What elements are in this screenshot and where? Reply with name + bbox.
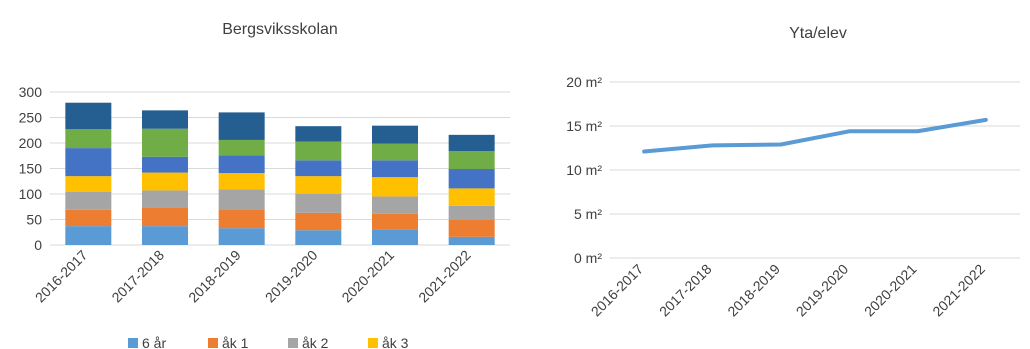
bar-x-tick-label: 2018-2019 bbox=[185, 247, 244, 306]
bar-segment-3-2 bbox=[295, 194, 342, 213]
line-y-tick-label: 5 m² bbox=[574, 206, 602, 222]
bar-segment-4-1 bbox=[372, 213, 418, 230]
line-y-tick-label: 10 m² bbox=[566, 162, 602, 178]
bar-segment-3-4 bbox=[295, 160, 342, 177]
bar-segment-4-4 bbox=[372, 160, 418, 178]
line-series-0 bbox=[642, 117, 988, 154]
line-chart-panel: Yta/elev 0 m² 5 m² 10 m² 15 m² 20 m² 2016-2017… bbox=[520, 0, 1030, 349]
bar-segment-1-5 bbox=[142, 128, 188, 157]
bar-segment-5-0 bbox=[448, 236, 495, 245]
bar-segment-2-0 bbox=[218, 228, 265, 245]
bar-segment-0-1 bbox=[65, 209, 112, 227]
bar-segment-0-0 bbox=[65, 226, 112, 245]
legend-swatch bbox=[208, 338, 218, 348]
bar-segment-2-1 bbox=[218, 209, 265, 229]
bar-segment-4-3 bbox=[372, 177, 418, 197]
bar-segment-4-2 bbox=[372, 196, 418, 214]
bar-segment-5-1 bbox=[448, 220, 495, 237]
line-chart: Yta/elev 0 m² 5 m² 10 m² 15 m² 20 m² 2016-2017… bbox=[566, 25, 1020, 320]
bar-y-tick-label: 250 bbox=[19, 110, 43, 126]
line-chart-title: Yta/elev bbox=[789, 25, 847, 42]
bar-segment-3-0 bbox=[295, 230, 342, 245]
line-y-tick-label: 15 m² bbox=[566, 118, 602, 134]
bar-segment-0-5 bbox=[65, 129, 112, 149]
bar-segment-3-3 bbox=[295, 176, 342, 194]
bar-segment-0-4 bbox=[65, 148, 112, 177]
bar-segment-1-0 bbox=[142, 226, 188, 245]
bar-y-tick-label: 0 bbox=[34, 237, 42, 253]
line-x-tick-label: 2020-2021 bbox=[861, 261, 920, 320]
bar-y-tick-label: 200 bbox=[19, 135, 43, 151]
bar-segment-4-0 bbox=[372, 229, 418, 245]
line-x-tick-label: 2017-2018 bbox=[656, 261, 715, 320]
legend-swatch bbox=[368, 338, 378, 348]
bar-segment-5-3 bbox=[448, 188, 495, 206]
bar-segment-4-5 bbox=[372, 143, 418, 161]
line-x-tick-label: 2019-2020 bbox=[793, 261, 852, 320]
bar-segment-4-6 bbox=[372, 125, 418, 144]
bar-segment-3-1 bbox=[295, 212, 342, 231]
bar-y-tick-label: 100 bbox=[19, 186, 43, 202]
bar-segment-0-2 bbox=[65, 191, 112, 210]
legend-label: 6 år bbox=[142, 335, 166, 349]
bar-segment-2-4 bbox=[218, 155, 265, 174]
bar-segment-5-5 bbox=[448, 151, 495, 170]
line-y-tick-label: 20 m² bbox=[566, 74, 602, 90]
bar-segment-5-4 bbox=[448, 169, 495, 189]
legend-swatch bbox=[288, 338, 298, 348]
bar-segment-0-6 bbox=[65, 102, 112, 130]
bar-segment-1-6 bbox=[142, 110, 188, 129]
line-x-tick-label: 2018-2019 bbox=[724, 261, 783, 320]
bar-segment-2-2 bbox=[218, 189, 265, 210]
bar-segment-3-5 bbox=[295, 141, 342, 161]
bar-segment-2-6 bbox=[218, 112, 265, 140]
bar-chart-title: Bergsviksskolan bbox=[222, 21, 338, 38]
bar-segment-5-2 bbox=[448, 205, 495, 221]
line-y-tick-label: 0 m² bbox=[574, 250, 602, 266]
bar-segment-5-6 bbox=[448, 134, 495, 152]
bar-chart-panel: Bergsviksskolan 0 50 100 150 200 250 300 2016-20… bbox=[19, 21, 510, 349]
legend-label: åk 3 bbox=[382, 335, 409, 349]
bar-segment-1-1 bbox=[142, 207, 188, 227]
bar-segment-1-3 bbox=[142, 172, 188, 191]
bar-y-tick-label: 300 bbox=[19, 84, 43, 100]
bar-segment-2-3 bbox=[218, 173, 265, 190]
line-x-tick-label: 2016-2017 bbox=[588, 261, 647, 320]
bar-segment-0-3 bbox=[65, 176, 112, 192]
legend-label: åk 1 bbox=[222, 335, 249, 349]
bar-segment-2-5 bbox=[218, 139, 265, 156]
bar-segment-1-4 bbox=[142, 156, 188, 173]
bar-x-tick-label: 2017-2018 bbox=[108, 247, 167, 306]
line-x-tick-label: 2021-2022 bbox=[929, 261, 988, 320]
bar-x-tick-label: 2021-2022 bbox=[415, 247, 474, 306]
bar-x-tick-label: 2019-2020 bbox=[262, 247, 321, 306]
bar-segment-3-6 bbox=[295, 126, 342, 142]
bar-y-tick-label: 50 bbox=[26, 212, 42, 228]
legend-swatch bbox=[128, 338, 138, 348]
bar-x-tick-label: 2020-2021 bbox=[338, 247, 397, 306]
bar-segment-1-2 bbox=[142, 190, 188, 208]
bar-y-tick-label: 150 bbox=[19, 161, 43, 177]
legend-label: åk 2 bbox=[302, 335, 329, 349]
bar-chart: Bergsviksskolan 0 50 100 150 200 250 300 2016-20… bbox=[19, 21, 510, 349]
bar-x-tick-label: 2016-2017 bbox=[32, 247, 91, 306]
